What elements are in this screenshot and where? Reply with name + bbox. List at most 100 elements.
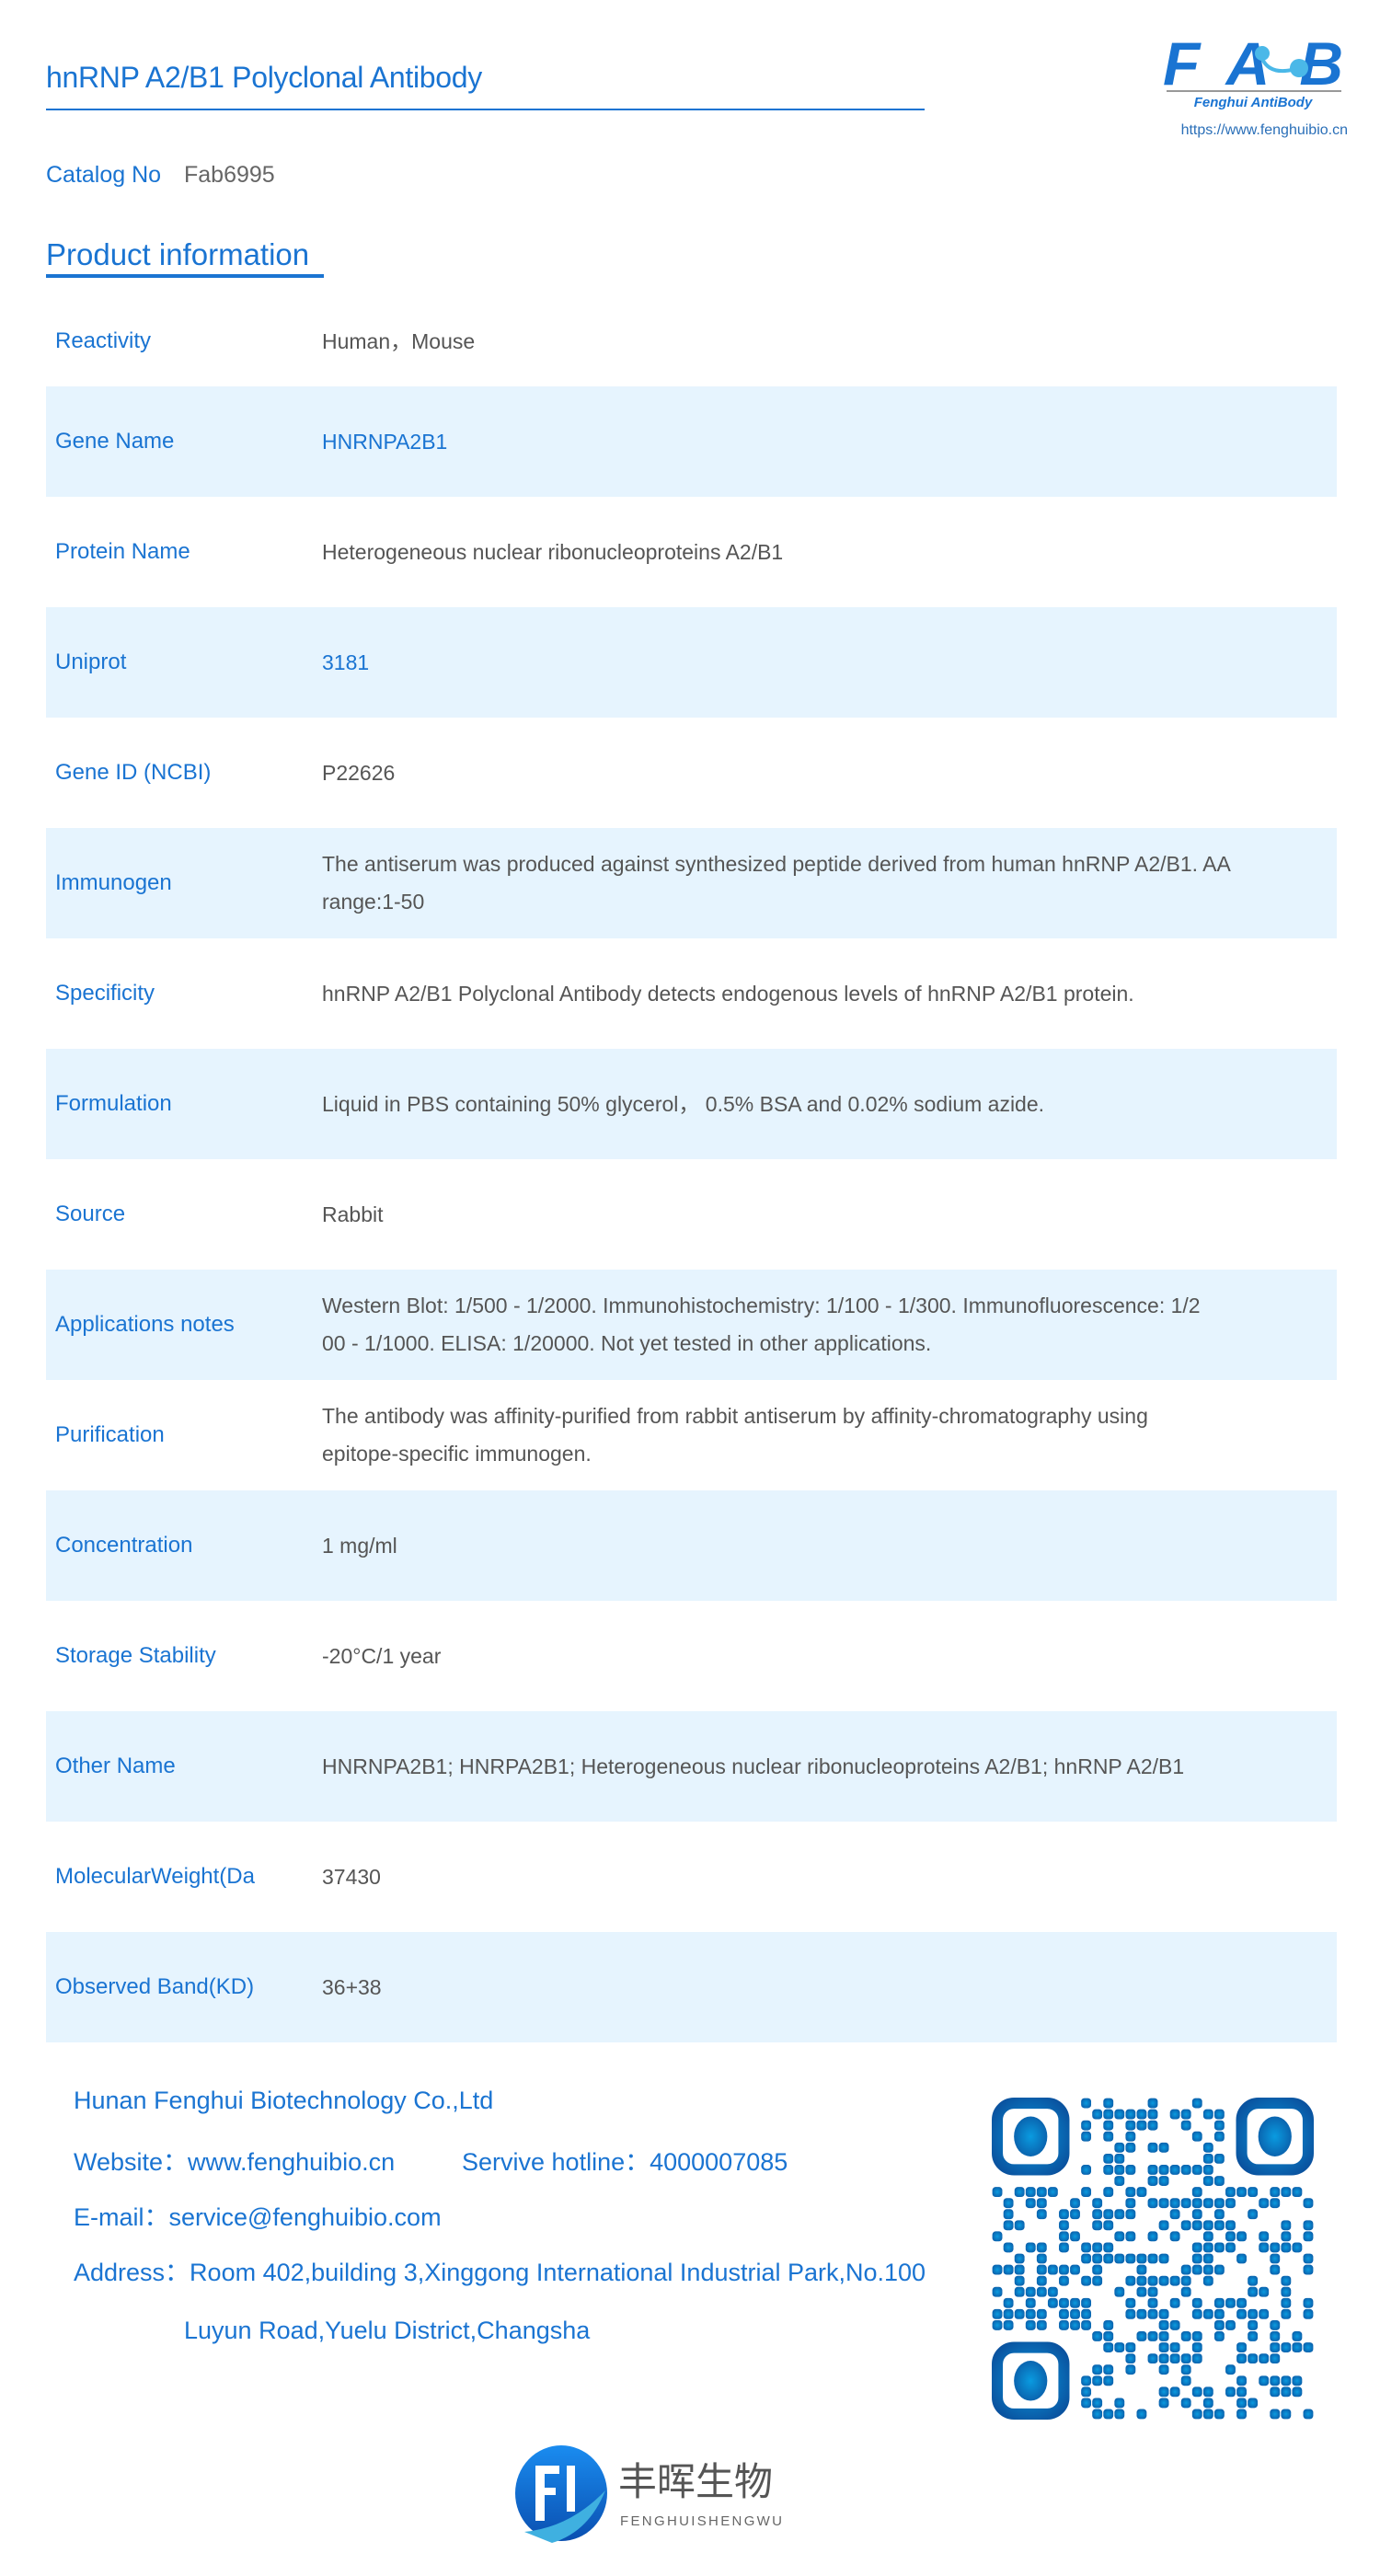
qr-module [1236,2386,1247,2398]
qr-module [1180,2331,1191,2341]
qr-module [1036,2264,1047,2275]
qr-module [1114,2286,1125,2297]
row-value: 36+38 [322,1969,1337,2007]
qr-module [1081,2386,1092,2398]
qr-module [1303,2253,1314,2264]
qr-module [1125,2131,1136,2142]
qr-module [1202,2386,1213,2398]
fab-logo: FAB [1163,33,1343,88]
qr-module [1158,2353,1169,2364]
qr-module [1236,2231,1247,2242]
qr-module [1036,2198,1047,2209]
table-row: Immunogen The antiserum was produced agai… [46,828,1337,938]
qr-module [1259,2286,1270,2297]
qr-module [1070,2297,1080,2308]
qr-module [1213,2120,1225,2131]
qr-module [1191,2342,1202,2352]
qr-module [1158,2319,1169,2330]
qr-module [1202,2308,1213,2319]
table-row: Source Rabbit [46,1159,1337,1270]
qr-module [1281,2242,1292,2253]
table-row: Concentration 1 mg/ml [46,1490,1337,1601]
qr-module [1259,2242,1270,2253]
value-line: HNRNPA2B1 [322,429,448,454]
qr-module [1147,2253,1158,2264]
qr-module [1147,2331,1158,2341]
value-line: epitope-specific immunogen. [322,1442,592,1466]
qr-module [1259,2198,1270,2209]
qr-module [1180,2109,1191,2120]
qr-module [1225,2319,1236,2330]
website-link[interactable]: Website：www.fenghuibio.cn [74,2148,396,2176]
qr-module [1047,2264,1058,2275]
table-row: Observed Band(KD) 36+38 [46,1932,1337,2042]
qr-module [1225,2386,1236,2398]
qr-module [1103,2342,1114,2352]
qr-module [1025,2198,1036,2209]
qr-module [1225,2220,1236,2231]
qr-module [1147,2198,1158,2209]
value-line: hnRNP A2/B1 Polyclonal Antibody detects … [322,981,1134,1006]
qr-module [1125,2308,1136,2319]
qr-module [1092,2253,1103,2264]
qr-module [1236,2353,1247,2364]
qr-module [1092,2364,1103,2375]
qr-module [1103,2153,1114,2164]
qr-code [992,2098,1314,2420]
qr-module [1158,2253,1169,2264]
qr-module [1070,2209,1080,2220]
qr-module [1036,2319,1047,2330]
qr-module [1025,2319,1036,2330]
qr-module [1103,2242,1114,2253]
qr-module [1114,2342,1125,2352]
qr-module [1059,2297,1069,2308]
qr-finder-center [1014,2361,1048,2401]
row-label: MolecularWeight(Da [55,1864,255,1889]
qr-module [1014,2253,1025,2264]
qr-module [1036,2308,1047,2319]
qr-module [1092,2331,1103,2341]
qr-module [1191,2220,1202,2231]
qr-module [1180,2364,1191,2375]
qr-module [1158,2220,1169,2231]
value-line: Rabbit [322,1202,384,1226]
qr-module [1292,2242,1303,2253]
qr-module [1003,2198,1014,2209]
value-line: Western Blot: 1/500 - 1/2000. Immunohist… [322,1294,1201,1317]
qr-module [1169,2165,1180,2175]
logo-url-link[interactable]: https://www.fenghuibio.cn [1180,122,1348,138]
section-title: Product information [46,237,310,271]
qr-module [1114,2165,1125,2175]
qr-module [1036,2253,1047,2264]
qr-module [1125,2109,1136,2120]
qr-module [1103,2098,1114,2109]
row-value[interactable]: 3181 [322,644,1337,682]
qr-module [1081,2187,1092,2198]
qr-module [1059,2319,1069,2330]
qr-module [1169,2275,1180,2286]
row-label: Source [55,1202,126,1226]
qr-module [1180,2275,1191,2286]
qr-module [1213,2297,1225,2308]
qr-module [1270,2353,1281,2364]
row-label: Immunogen [55,870,172,895]
qr-module [1092,2209,1103,2220]
qr-module [1136,2409,1147,2420]
qr-finder [1236,2098,1314,2176]
row-value[interactable]: HNRNPA2B1 [322,423,1337,461]
qr-module [1014,2264,1025,2275]
qr-module [1202,2398,1213,2409]
qr-module [1114,2109,1125,2120]
qr-module [1180,2353,1191,2364]
qr-module [1281,2342,1292,2352]
qr-module [1213,2242,1225,2253]
qr-module [1191,2409,1202,2420]
qr-module [1103,2131,1114,2142]
qr-module [1248,2308,1259,2319]
qr-module [1270,2319,1281,2330]
qr-module [1147,2286,1158,2297]
value-line: Heterogeneous nuclear ribonucleoproteins… [322,539,784,564]
qr-module [1191,2353,1202,2364]
qr-module [1025,2242,1036,2253]
email-link[interactable]: E-mail：service@fenghuibio.com [74,2203,442,2231]
